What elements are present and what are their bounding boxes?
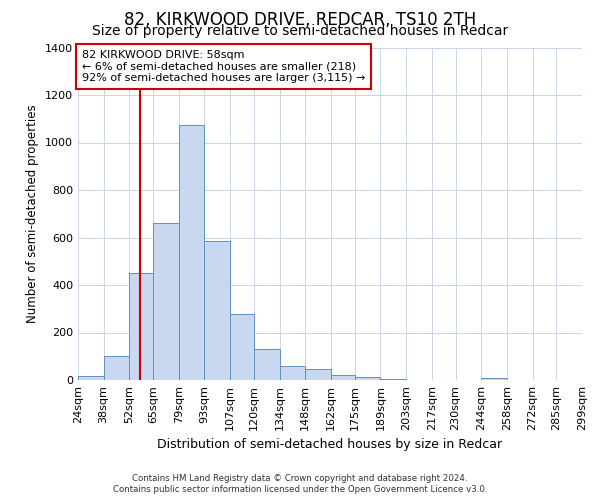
Bar [380,379,406,380]
Text: Size of property relative to semi-detached houses in Redcar: Size of property relative to semi-detach… [92,24,508,38]
Bar [205,241,230,380]
Text: Contains HM Land Registry data © Crown copyright and database right 2024.
Contai: Contains HM Land Registry data © Crown c… [113,474,487,494]
Y-axis label: Number of semi-detached properties: Number of semi-detached properties [26,104,40,323]
Bar [331,375,355,380]
Bar [254,349,280,380]
Bar [179,124,205,380]
Bar [280,366,305,380]
Text: 82 KIRKWOOD DRIVE: 58sqm
← 6% of semi-detached houses are smaller (218)
92% of s: 82 KIRKWOOD DRIVE: 58sqm ← 6% of semi-de… [82,50,365,83]
Bar [481,378,507,380]
Bar [355,377,380,380]
X-axis label: Distribution of semi-detached houses by size in Redcar: Distribution of semi-detached houses by … [157,438,503,452]
Text: 82, KIRKWOOD DRIVE, REDCAR, TS10 2TH: 82, KIRKWOOD DRIVE, REDCAR, TS10 2TH [124,11,476,29]
Bar [78,376,104,380]
Bar [230,314,254,380]
Bar [130,273,153,380]
Bar [104,356,130,380]
Bar [305,370,331,380]
Bar [153,223,179,380]
